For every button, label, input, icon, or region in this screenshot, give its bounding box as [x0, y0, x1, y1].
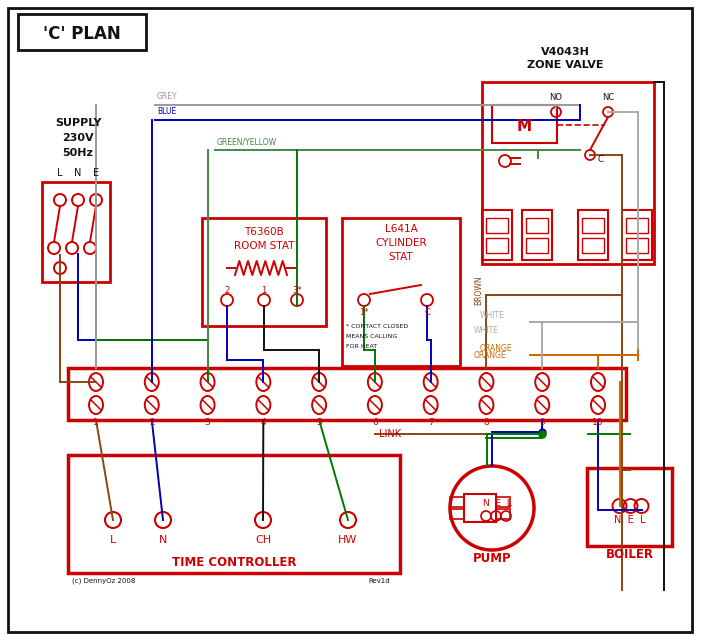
- Bar: [486, 238, 508, 253]
- Text: NC: NC: [602, 93, 614, 102]
- Text: 10: 10: [592, 418, 604, 427]
- Text: LINK: LINK: [379, 429, 401, 439]
- Text: CYLINDER: CYLINDER: [375, 238, 427, 248]
- Text: 6: 6: [372, 418, 378, 427]
- Text: N: N: [159, 535, 167, 545]
- Bar: [482, 82, 654, 264]
- Text: STAT: STAT: [389, 252, 413, 262]
- Text: HW: HW: [338, 535, 358, 545]
- Text: GREY: GREY: [157, 92, 178, 101]
- Text: CH: CH: [255, 535, 271, 545]
- Text: WHITE: WHITE: [480, 311, 505, 320]
- Text: C: C: [424, 308, 430, 317]
- Text: BLUE: BLUE: [157, 107, 176, 116]
- Bar: [587, 468, 672, 546]
- Bar: [578, 210, 608, 260]
- Text: 1*: 1*: [359, 308, 369, 317]
- Bar: [202, 218, 326, 326]
- Text: N  E  L: N E L: [614, 515, 645, 525]
- Bar: [450, 497, 464, 507]
- Text: L: L: [58, 168, 62, 178]
- Text: ZONE VALVE: ZONE VALVE: [526, 60, 603, 70]
- Text: 3*: 3*: [292, 285, 302, 294]
- Bar: [522, 210, 552, 260]
- Bar: [486, 218, 508, 233]
- Text: WHITE: WHITE: [474, 326, 499, 335]
- Text: 1: 1: [93, 418, 99, 427]
- Bar: [18, 14, 146, 50]
- Bar: [626, 218, 648, 233]
- Text: 5: 5: [316, 418, 322, 427]
- Text: L641A: L641A: [385, 224, 418, 234]
- Bar: [582, 218, 604, 233]
- Text: 2: 2: [225, 285, 230, 294]
- Bar: [622, 210, 652, 260]
- Text: SUPPLY
230V
50Hz: SUPPLY 230V 50Hz: [55, 118, 101, 158]
- Text: 8: 8: [484, 418, 489, 427]
- Text: ORANGE: ORANGE: [480, 344, 512, 353]
- Text: MEANS CALLING: MEANS CALLING: [346, 334, 397, 339]
- Text: E: E: [93, 168, 99, 178]
- Bar: [526, 238, 548, 253]
- Text: 3: 3: [205, 418, 211, 427]
- Text: 'C' PLAN: 'C' PLAN: [43, 25, 121, 43]
- Text: 1: 1: [261, 285, 267, 294]
- Bar: [526, 218, 548, 233]
- Text: * CONTACT CLOSED: * CONTACT CLOSED: [346, 324, 409, 329]
- Bar: [68, 455, 400, 573]
- Bar: [342, 218, 460, 366]
- Text: PUMP: PUMP: [472, 552, 511, 565]
- Bar: [496, 497, 510, 507]
- Text: 2: 2: [149, 418, 154, 427]
- Text: V4043H: V4043H: [541, 47, 590, 57]
- Bar: [68, 368, 626, 420]
- Bar: [42, 182, 110, 282]
- Text: L: L: [110, 535, 116, 545]
- Text: NO: NO: [550, 93, 562, 102]
- Text: M: M: [517, 119, 531, 133]
- Text: TIME CONTROLLER: TIME CONTROLLER: [172, 556, 296, 569]
- Text: Rev1d: Rev1d: [369, 578, 390, 584]
- Text: 9: 9: [539, 418, 545, 427]
- Text: C: C: [597, 155, 603, 164]
- Bar: [464, 494, 496, 522]
- Bar: [450, 509, 464, 519]
- Bar: [582, 238, 604, 253]
- Text: N: N: [74, 168, 81, 178]
- Text: 7: 7: [428, 418, 434, 427]
- Text: GREEN/YELLOW: GREEN/YELLOW: [217, 137, 277, 146]
- Bar: [492, 105, 557, 143]
- Text: N  E  L: N E L: [482, 499, 512, 508]
- Text: 4: 4: [260, 418, 266, 427]
- Bar: [626, 238, 648, 253]
- Text: T6360B: T6360B: [244, 227, 284, 237]
- Text: BOILER: BOILER: [606, 548, 654, 561]
- Bar: [496, 509, 510, 519]
- Text: (c) DennyOz 2008: (c) DennyOz 2008: [72, 578, 135, 585]
- Text: ROOM STAT: ROOM STAT: [234, 241, 294, 251]
- Text: BROWN: BROWN: [474, 275, 483, 305]
- Bar: [482, 210, 512, 260]
- Text: ORANGE: ORANGE: [474, 351, 507, 360]
- Text: FOR HEAT: FOR HEAT: [346, 344, 377, 349]
